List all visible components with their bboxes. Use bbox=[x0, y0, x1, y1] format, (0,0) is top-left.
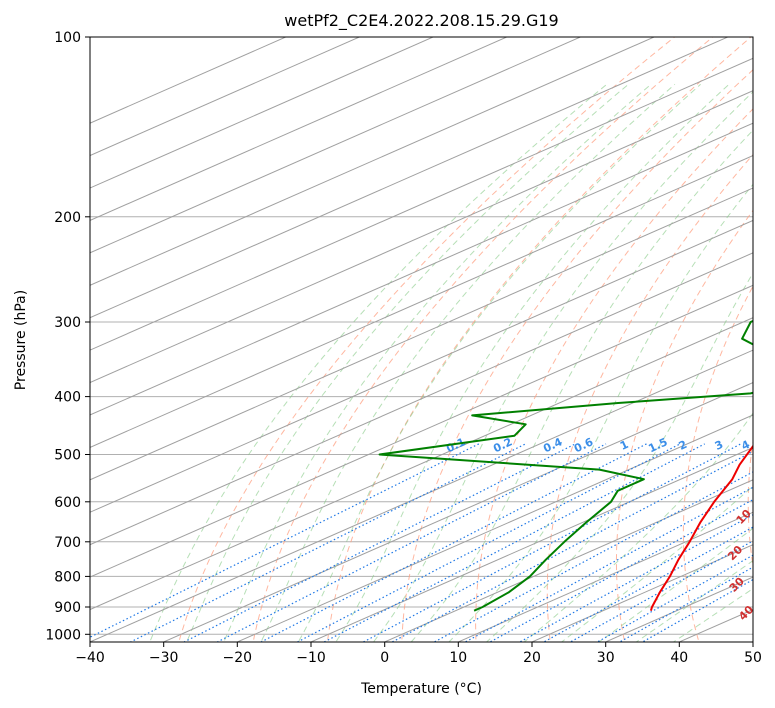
isotherm-label: 0 bbox=[758, 467, 773, 482]
x-tick-label: 40 bbox=[670, 650, 688, 666]
isotherm-line bbox=[383, 479, 753, 642]
x-tick-label: −20 bbox=[223, 650, 253, 666]
y-tick-label: 300 bbox=[54, 315, 81, 331]
mixing-ratio-line bbox=[464, 486, 753, 642]
mixing-ratio-label: 0.4 bbox=[541, 435, 564, 455]
dry-adiabat bbox=[615, 209, 753, 642]
isotherm-line bbox=[90, 252, 753, 546]
moist-adiabat bbox=[598, 527, 753, 642]
y-tick-label: 600 bbox=[54, 495, 81, 511]
x-tick-label: 50 bbox=[744, 650, 762, 666]
x-axis-label: Temperature (°C) bbox=[360, 681, 482, 697]
isotherm-line bbox=[90, 187, 753, 481]
isotherm-line bbox=[90, 37, 509, 221]
chart-title: wetPf2_C2E4.2022.208.15.29.G19 bbox=[284, 11, 558, 31]
isotherm-line bbox=[90, 37, 730, 319]
y-tick-label: 400 bbox=[54, 390, 81, 406]
isotherm-line bbox=[309, 446, 753, 642]
mixing-ratio-line bbox=[433, 471, 753, 642]
mixing-ratio-line bbox=[216, 443, 607, 642]
dewpoint-profile bbox=[378, 319, 753, 612]
x-tick-label: 10 bbox=[449, 650, 467, 666]
x-tick-label: 0 bbox=[380, 650, 389, 666]
mixing-ratio-line bbox=[259, 443, 647, 642]
x-tick-label: −30 bbox=[149, 650, 179, 666]
isotherm-label: 30 bbox=[727, 575, 747, 595]
mixing-ratio-label: 1.5 bbox=[646, 435, 669, 455]
y-axis-label: Pressure (hPa) bbox=[13, 290, 29, 390]
mixing-ratio-line bbox=[296, 443, 681, 642]
isotherm-line bbox=[90, 219, 753, 513]
y-tick-label: 1000 bbox=[45, 627, 81, 643]
isotherm-line bbox=[90, 37, 435, 189]
isotherm-line bbox=[90, 37, 582, 254]
moist-adiabat bbox=[149, 83, 608, 642]
mixing-ratio-label: 1 bbox=[618, 438, 630, 453]
isotherm-line bbox=[90, 122, 753, 416]
moist-adiabat bbox=[635, 560, 753, 642]
isotherm-line bbox=[90, 90, 753, 384]
plot-frame bbox=[89, 36, 754, 643]
moist-adiabat bbox=[485, 272, 753, 642]
mixing-ratio-line bbox=[362, 443, 742, 642]
y-tick-label: 100 bbox=[54, 30, 81, 46]
moist-adiabat bbox=[448, 183, 753, 642]
y-tick-label: 200 bbox=[54, 210, 81, 226]
temperature-profile bbox=[649, 444, 753, 611]
mixing-ratio-line bbox=[390, 450, 753, 642]
mixing-ratio-line bbox=[90, 443, 480, 638]
moist-adiabat bbox=[560, 485, 753, 642]
moist-adiabat bbox=[410, 129, 753, 642]
isotherm-label: 20 bbox=[725, 543, 745, 563]
mixing-ratio-line bbox=[322, 443, 705, 642]
isotherm-line bbox=[90, 284, 753, 578]
moist-adiabat bbox=[297, 83, 701, 642]
isotherm-line bbox=[235, 414, 753, 642]
x-tick-label: 20 bbox=[523, 650, 541, 666]
isotherm-line bbox=[90, 155, 753, 448]
dry-adiabat bbox=[546, 153, 753, 642]
isotherm-line bbox=[90, 57, 753, 351]
isotherm-line bbox=[677, 608, 753, 642]
mixing-ratio-line bbox=[542, 526, 753, 642]
x-tick-label: 30 bbox=[597, 650, 615, 666]
x-tick-label: −10 bbox=[296, 650, 326, 666]
mixing-ratio-line bbox=[182, 443, 576, 642]
isotherm-line bbox=[90, 349, 753, 642]
isotherm-line bbox=[90, 317, 753, 611]
moist-adiabat bbox=[335, 83, 730, 642]
isotherm-line bbox=[456, 511, 753, 642]
dry-adiabat bbox=[682, 285, 753, 642]
moist-adiabat bbox=[260, 83, 676, 642]
isotherm-line bbox=[90, 37, 656, 286]
y-tick-label: 800 bbox=[54, 569, 81, 585]
moist-adiabat bbox=[523, 412, 753, 642]
moist-adiabat bbox=[223, 83, 652, 642]
isotherm-line bbox=[162, 381, 753, 642]
dry-adiabat bbox=[178, 37, 676, 642]
isotherm-line bbox=[90, 37, 361, 157]
dry-adiabat bbox=[326, 37, 752, 642]
y-axis: 100 200 300 400 500 600 700 800 900 1000 bbox=[45, 30, 90, 643]
dry-adiabat bbox=[401, 69, 753, 642]
x-tick-label: −40 bbox=[75, 650, 105, 666]
y-tick-label: 500 bbox=[54, 448, 81, 464]
isotherm-line bbox=[530, 544, 753, 642]
mixing-ratio-label: 3 bbox=[713, 438, 725, 453]
mixing-ratio-line bbox=[641, 578, 753, 642]
isotherm-label: 10 bbox=[734, 507, 754, 527]
moist-adiabat bbox=[186, 83, 629, 642]
y-tick-label: 900 bbox=[54, 600, 81, 616]
moist-adiabat bbox=[672, 588, 753, 642]
mixing-ratio-line bbox=[129, 443, 526, 642]
dry-adiabat bbox=[252, 37, 714, 642]
plot-area: 0.10.20.40.611.52346810131620253036-100-… bbox=[90, 37, 773, 642]
x-axis: −40 −30 −20 −10 0 10 20 30 40 50 bbox=[75, 642, 762, 666]
moist-adiabat bbox=[372, 91, 753, 642]
y-tick-label: 700 bbox=[54, 535, 81, 551]
mixing-ratio-label: 2 bbox=[677, 438, 689, 453]
